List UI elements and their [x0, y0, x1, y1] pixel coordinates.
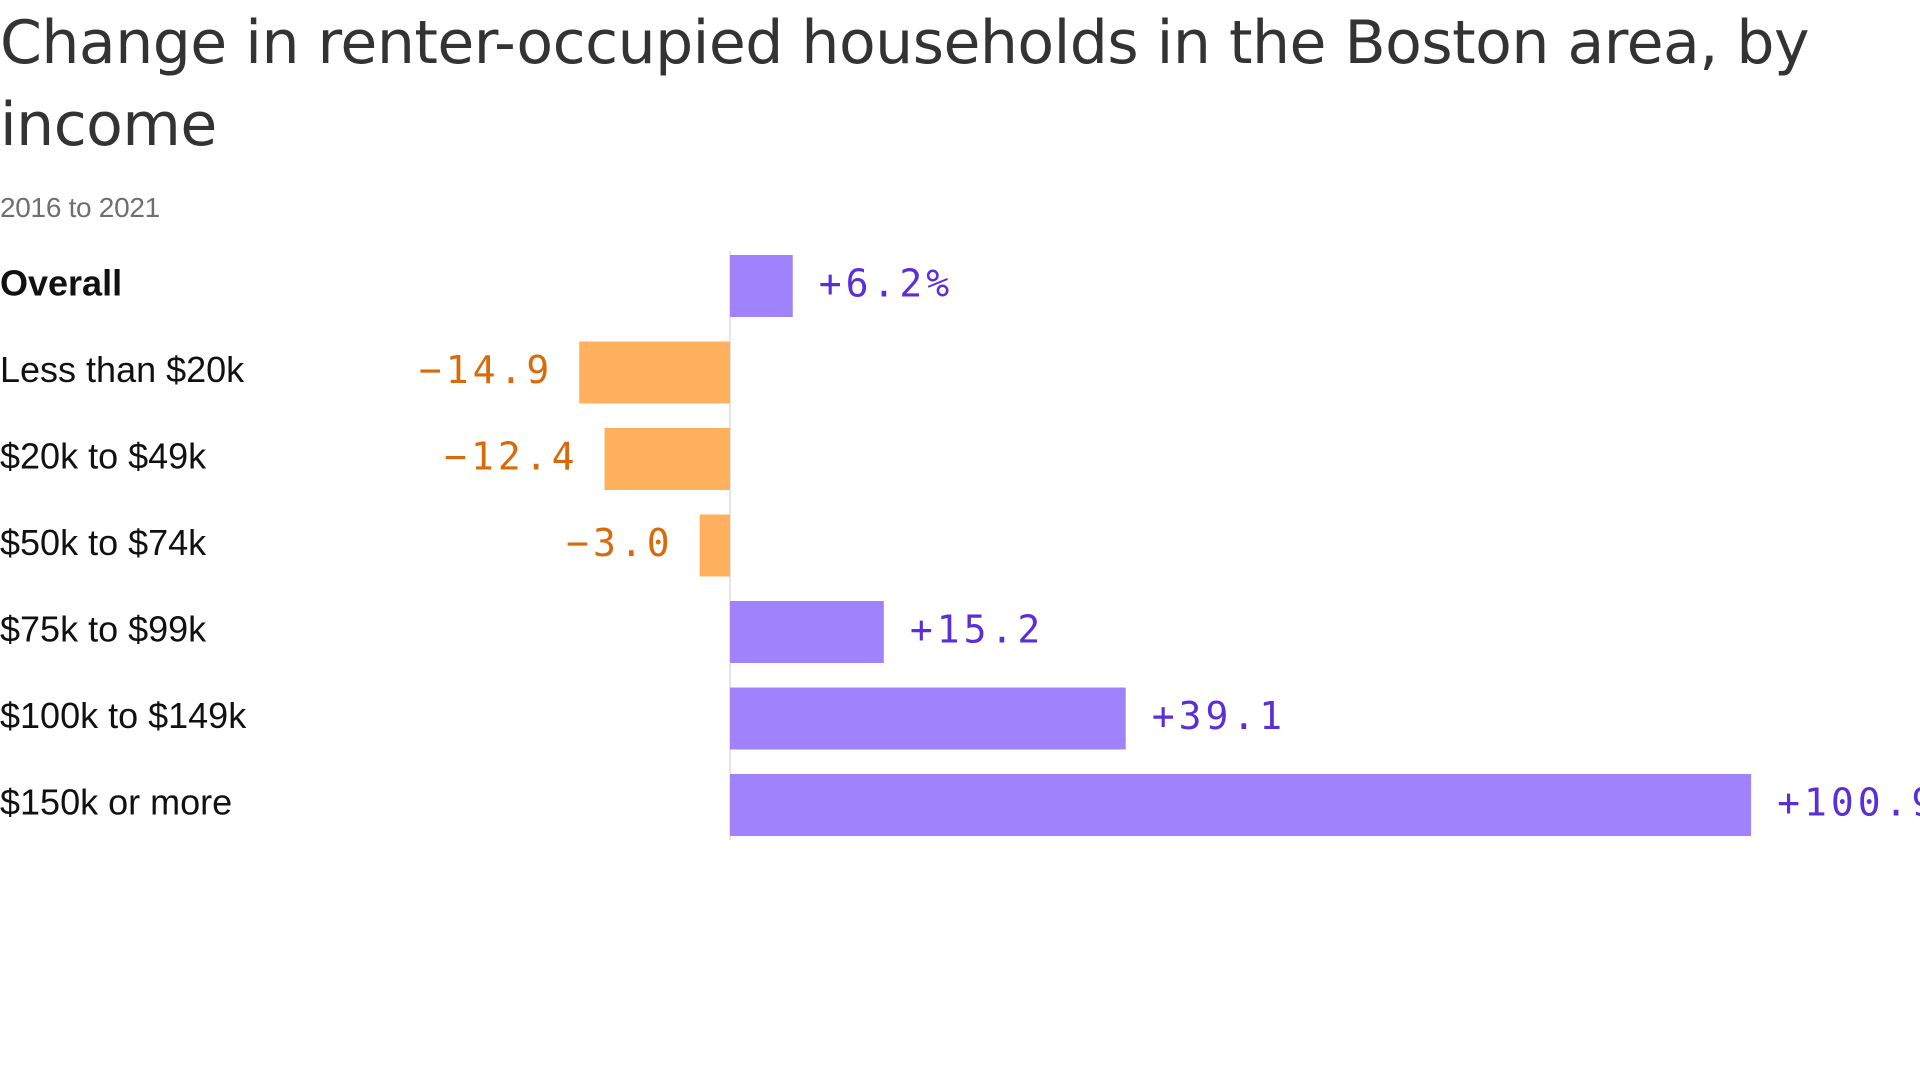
- bar: [730, 774, 1752, 836]
- data-label: −14.9: [419, 348, 553, 392]
- chart-subtitle: 2016 to 2021: [0, 192, 160, 223]
- category-label: $20k to $49k: [0, 436, 207, 477]
- bar: [730, 687, 1126, 750]
- data-label: +100.9: [1777, 781, 1920, 825]
- bar: [730, 255, 793, 317]
- data-label: +15.2: [910, 608, 1044, 652]
- category-label: $75k to $99k: [0, 609, 207, 650]
- data-label: −3.0: [566, 521, 674, 565]
- category-label: Less than $20k: [0, 349, 245, 390]
- bar: [699, 514, 730, 577]
- bar: [730, 601, 884, 663]
- category-label: Overall: [0, 263, 122, 304]
- category-label: $50k to $74k: [0, 522, 207, 563]
- data-label: −12.4: [444, 435, 578, 479]
- data-label: +6.2%: [819, 262, 953, 306]
- category-label: $100k to $149k: [0, 695, 247, 736]
- category-label: $150k or more: [0, 782, 232, 823]
- data-label: +39.1: [1152, 694, 1286, 738]
- chart-title: Change in renter-occupied households in …: [0, 8, 1810, 160]
- bar: [579, 341, 730, 404]
- bar-chart: Overall +6.2% Less than $20k −14.9 $20k to $…: [0, 251, 1920, 840]
- bar: [604, 428, 730, 490]
